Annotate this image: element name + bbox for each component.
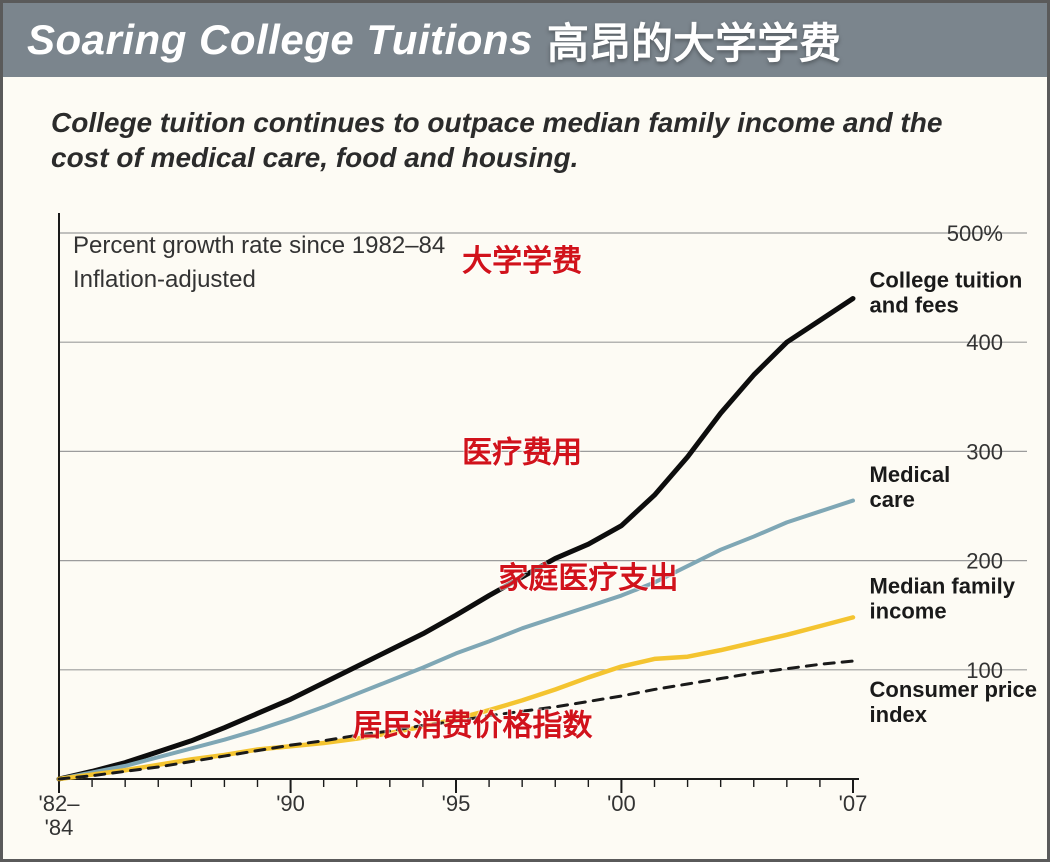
series-label-zh-tuition: 大学学费 [462, 244, 582, 278]
y-tick-label: 500% [947, 221, 1003, 246]
line-chart-svg: '82–'84'90'95'00'07100200300400500%Perce… [3, 203, 1047, 862]
title-chinese: 高昂的大学学费 [547, 10, 841, 71]
series-label-en-medical: Medical [870, 462, 951, 487]
x-tick-label: '95 [442, 791, 471, 816]
y-tick-label: 300 [966, 439, 1003, 464]
series-label-en-cpi: Consumer price [870, 677, 1038, 702]
y-tick-label: 400 [966, 330, 1003, 355]
x-tick-label: '90 [276, 791, 305, 816]
series-label-en-tuition: and fees [870, 293, 959, 318]
series-label-zh-medical: 医疗费用 [462, 436, 582, 469]
chart-frame: Soaring College Tuitions 高昂的大学学费 College… [0, 0, 1050, 862]
chart-note-1: Percent growth rate since 1982–84 [73, 232, 445, 259]
series-line-tuition [59, 299, 853, 779]
series-label-en-income: Median family [870, 573, 1016, 598]
title-bar: Soaring College Tuitions 高昂的大学学费 [3, 3, 1047, 77]
series-label-en-income: income [870, 598, 947, 623]
series-label-en-medical: care [870, 487, 915, 512]
series-label-zh-income: 家庭医疗支出 [498, 561, 678, 595]
chart-area: '82–'84'90'95'00'07100200300400500%Perce… [3, 203, 1047, 859]
y-tick-label: 200 [966, 549, 1003, 574]
x-tick-label: '07 [839, 791, 868, 816]
series-line-income [59, 617, 853, 779]
series-label-zh-cpi: 居民消费价格指数 [353, 709, 594, 742]
chart-note-2: Inflation-adjusted [73, 266, 256, 293]
x-tick-label: '82– [39, 791, 81, 816]
series-label-en-cpi: index [870, 702, 928, 727]
x-tick-label: '84 [45, 815, 74, 840]
title-english: Soaring College Tuitions [27, 16, 533, 64]
x-tick-label: '00 [607, 791, 636, 816]
series-label-en-tuition: College tuition [870, 268, 1023, 293]
subtitle: College tuition continues to outpace med… [51, 105, 1007, 175]
